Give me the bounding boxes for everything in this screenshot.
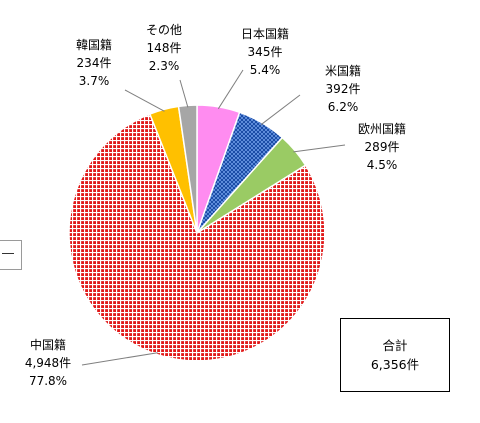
- slice-label-count-3: 4,948件: [25, 356, 71, 370]
- slice-label-pct-3: 77.8%: [29, 374, 67, 388]
- slice-label-pct-5: 2.3%: [149, 59, 180, 73]
- slice-label-name-0: 日本国籍: [241, 26, 289, 41]
- total-value: 6,356件: [370, 357, 420, 372]
- pie-slices: [68, 104, 326, 362]
- slice-label-name-5: その他: [146, 23, 182, 37]
- slice-label-count-0: 345件: [248, 45, 283, 59]
- slice-label-pct-4: 3.7%: [79, 74, 110, 88]
- slice-label-pct-1: 6.2%: [328, 100, 359, 114]
- slice-label-name-2: 欧州国籍: [358, 121, 406, 136]
- cropped-panel-mark: [2, 253, 14, 254]
- leader-line-5: [179, 79, 189, 108]
- leader-line-3: [81, 352, 158, 366]
- slice-label-name-3: 中国籍: [30, 337, 66, 352]
- slice-label-name-1: 米国籍: [325, 63, 361, 78]
- leader-line-1: [260, 94, 301, 125]
- slice-label-pct-2: 4.5%: [367, 158, 398, 172]
- cropped-panel-edge: [0, 240, 22, 270]
- pie-slice-3: [68, 113, 326, 362]
- slice-label-count-1: 392件: [326, 82, 361, 96]
- slice-label-count-5: 148件: [147, 41, 182, 55]
- leader-line-0: [217, 69, 244, 110]
- total-box: 合計 6,356件: [340, 318, 450, 392]
- slice-label-name-4: 韓国籍: [76, 37, 112, 52]
- total-label: 合計: [382, 338, 408, 353]
- slice-label-count-2: 289件: [365, 140, 400, 154]
- slice-label-count-4: 234件: [77, 56, 112, 70]
- leader-line-4: [124, 89, 165, 112]
- leader-line-2: [293, 144, 346, 153]
- slice-labels: 日本国籍 345件 5.4% 米国籍 392件 6.2% 欧州国籍 289件 4.5% 中国籍 4,…: [25, 23, 406, 388]
- slice-label-pct-0: 5.4%: [250, 63, 281, 77]
